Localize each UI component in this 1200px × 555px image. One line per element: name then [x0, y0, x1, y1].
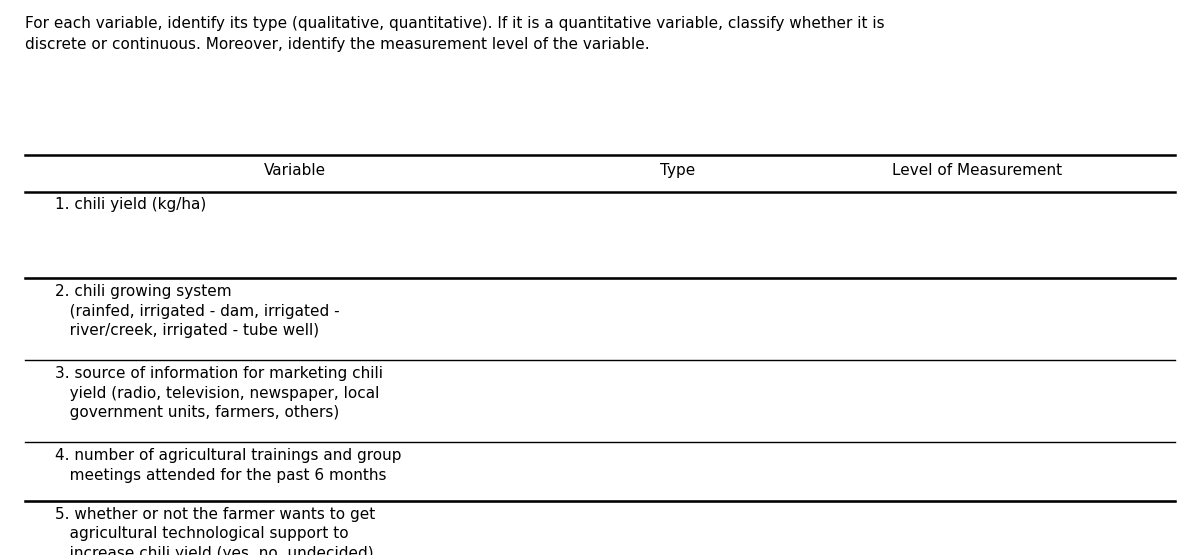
- Text: meetings attended for the past 6 months: meetings attended for the past 6 months: [55, 467, 386, 482]
- Text: 3. source of information for marketing chili: 3. source of information for marketing c…: [55, 366, 383, 381]
- Text: increase chili yield (yes, no, undecided): increase chili yield (yes, no, undecided…: [55, 546, 374, 555]
- Text: 5. whether or not the farmer wants to get: 5. whether or not the farmer wants to ge…: [55, 507, 376, 522]
- Text: 2. chili growing system: 2. chili growing system: [55, 284, 232, 299]
- Text: 1. chili yield (kg/ha): 1. chili yield (kg/ha): [55, 198, 206, 213]
- Text: agricultural technological support to: agricultural technological support to: [55, 526, 349, 541]
- Text: river/creek, irrigated - tube well): river/creek, irrigated - tube well): [55, 323, 319, 338]
- Text: 4. number of agricultural trainings and group: 4. number of agricultural trainings and …: [55, 448, 402, 463]
- Text: government units, farmers, others): government units, farmers, others): [55, 405, 340, 420]
- Text: (rainfed, irrigated - dam, irrigated -: (rainfed, irrigated - dam, irrigated -: [55, 304, 340, 319]
- Text: For each variable, identify its type (qualitative, quantitative). If it is a qua: For each variable, identify its type (qu…: [25, 16, 884, 52]
- Text: Type: Type: [660, 163, 696, 178]
- Text: Level of Measurement: Level of Measurement: [892, 163, 1062, 178]
- Text: yield (radio, television, newspaper, local: yield (radio, television, newspaper, loc…: [55, 386, 379, 401]
- Text: Variable: Variable: [264, 163, 325, 178]
